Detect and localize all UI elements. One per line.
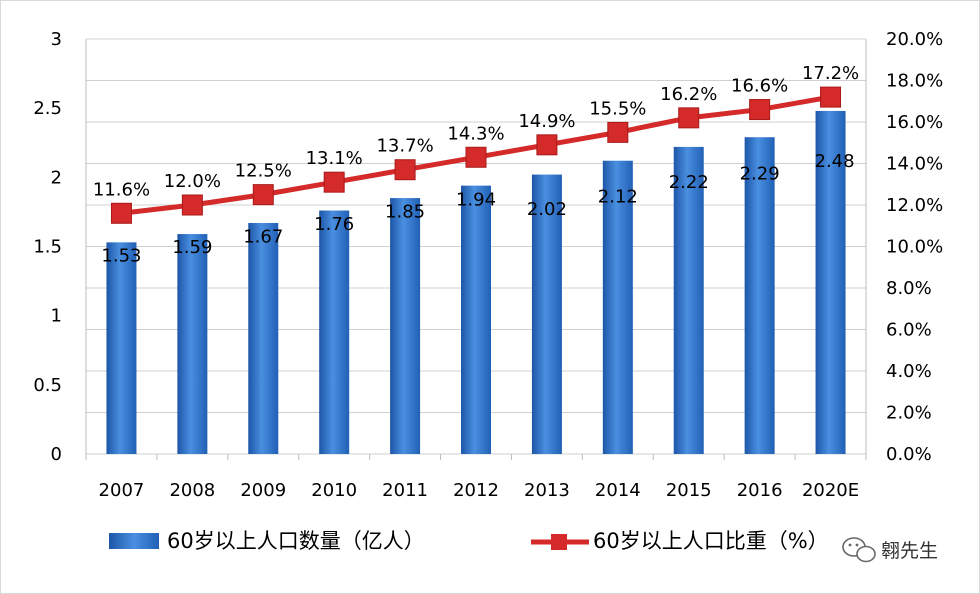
line-data-label: 14.3% (447, 123, 504, 144)
legend-bar-swatch (109, 533, 159, 549)
left-tick-label: 1.5 (33, 237, 62, 258)
right-axis-ticks: 0.0% 2.0% 4.0% 6.0% 8.0% 10.0% 12.0% 14.0% 16.0%… (886, 29, 943, 465)
left-tick-label: 1 (51, 306, 62, 327)
line-marker (394, 159, 416, 181)
line-marker (536, 134, 558, 156)
right-tick-label: 0.0% (886, 444, 932, 465)
left-axis-ticks: 0 0.5 1 1.5 2 2.5 3 (33, 29, 62, 465)
right-tick-label: 20.0% (886, 29, 943, 50)
line-data-label: 16.6% (731, 76, 788, 97)
line-marker (678, 107, 700, 129)
line-data-labels: 11.6% 12.0% 12.5% 13.1% 13.7% 14.3% 14.9% 15.5%… (93, 63, 859, 200)
bar (744, 137, 775, 454)
line-marker (252, 184, 274, 206)
x-tick-label: 2013 (524, 480, 570, 501)
line-marker (181, 194, 203, 216)
line-data-label: 14.9% (518, 111, 575, 132)
right-tick-label: 2.0% (886, 403, 932, 424)
bar-data-label: 2.29 (740, 164, 780, 185)
line-data-label: 15.5% (589, 98, 646, 119)
right-tick-label: 10.0% (886, 237, 943, 258)
x-tick-label: 2007 (99, 480, 145, 501)
line-data-label: 12.5% (235, 161, 292, 182)
wechat-icon (842, 537, 876, 563)
bar-data-label: 1.67 (243, 227, 283, 248)
bar (390, 198, 421, 454)
legend: 60岁以上人口数量（亿人） 60岁以上人口比重（%） (109, 529, 829, 553)
line-data-label: 13.1% (306, 148, 363, 169)
x-axis-ticks: 2007 2008 2009 2010 2011 2012 2013 2014 2015 2016… (99, 480, 860, 501)
line-marker (820, 86, 842, 108)
line-marker (465, 146, 487, 168)
line-marker (749, 99, 771, 121)
left-tick-label: 0.5 (33, 375, 62, 396)
line-data-label: 13.7% (376, 136, 433, 157)
right-tick-label: 8.0% (886, 278, 932, 299)
x-tick-label: 2012 (453, 480, 499, 501)
line-data-label: 12.0% (164, 171, 221, 192)
line-data-label: 17.2% (802, 63, 859, 84)
bar-data-label: 2.22 (669, 172, 709, 193)
right-tick-label: 12.0% (886, 195, 943, 216)
bar (106, 242, 137, 454)
x-tick-label: 2010 (311, 480, 357, 501)
bar (461, 185, 491, 454)
x-tick-label: 2016 (737, 480, 783, 501)
right-tick-label: 4.0% (886, 361, 932, 382)
right-tick-label: 16.0% (886, 112, 943, 133)
line-marker (607, 121, 629, 143)
left-tick-label: 2.5 (33, 98, 62, 119)
left-tick-label: 0 (51, 444, 62, 465)
x-tick-label: 2011 (382, 480, 428, 501)
line-data-label: 16.2% (660, 84, 717, 105)
legend-line-marker (551, 534, 567, 550)
bar-data-label: 2.48 (815, 151, 855, 172)
right-tick-label: 6.0% (886, 320, 932, 341)
bar-data-label: 1.85 (385, 202, 425, 223)
line-marker (110, 202, 132, 224)
left-tick-label: 3 (51, 29, 62, 50)
bar-data-label: 1.94 (456, 189, 496, 210)
x-tick-label: 2015 (666, 480, 712, 501)
bar (815, 110, 846, 454)
watermark: 翱先生 (835, 529, 969, 571)
bar-data-label: 1.59 (172, 237, 212, 258)
left-tick-label: 2 (51, 167, 62, 188)
bar-data-label: 1.76 (314, 214, 354, 235)
bar-data-label: 2.02 (527, 199, 567, 220)
watermark-text: 翱先生 (881, 540, 938, 562)
line-marker (323, 171, 345, 193)
bar (177, 234, 208, 454)
x-tick-label: 2009 (240, 480, 286, 501)
bar (319, 210, 350, 454)
bar-data-labels: 1.53 1.59 1.67 1.76 1.85 1.94 2.02 2.12 2.22 2.29… (101, 151, 854, 266)
line-data-label: 11.6% (93, 179, 150, 200)
legend-line-label: 60岁以上人口比重（%） (593, 529, 829, 553)
bar (602, 160, 633, 454)
right-tick-label: 18.0% (886, 71, 943, 92)
x-tick-label: 2020E (802, 480, 859, 501)
bar-data-label: 1.53 (101, 245, 141, 266)
bar (248, 222, 279, 454)
right-tick-label: 14.0% (886, 154, 943, 175)
bar-data-label: 2.12 (598, 186, 638, 207)
bar (531, 174, 562, 455)
bar (673, 146, 704, 454)
x-tick-label: 2014 (595, 480, 641, 501)
legend-bar-label: 60岁以上人口数量（亿人） (167, 529, 425, 553)
x-tick-label: 2008 (169, 480, 215, 501)
line-series (110, 86, 842, 224)
bar-series (106, 110, 846, 455)
